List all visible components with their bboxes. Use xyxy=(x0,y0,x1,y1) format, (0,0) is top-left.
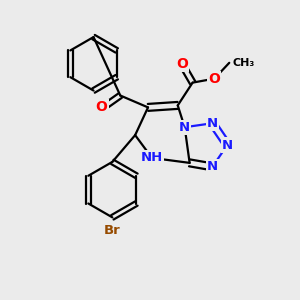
Text: O: O xyxy=(95,100,107,114)
Text: NH: NH xyxy=(141,152,163,164)
Text: CH₃: CH₃ xyxy=(232,58,254,68)
Text: O: O xyxy=(176,57,188,71)
Text: N: N xyxy=(179,121,190,134)
Text: O: O xyxy=(208,72,220,86)
Text: N: N xyxy=(222,139,233,152)
Text: N: N xyxy=(207,117,218,130)
Text: N: N xyxy=(207,160,218,173)
Text: Br: Br xyxy=(104,224,121,237)
